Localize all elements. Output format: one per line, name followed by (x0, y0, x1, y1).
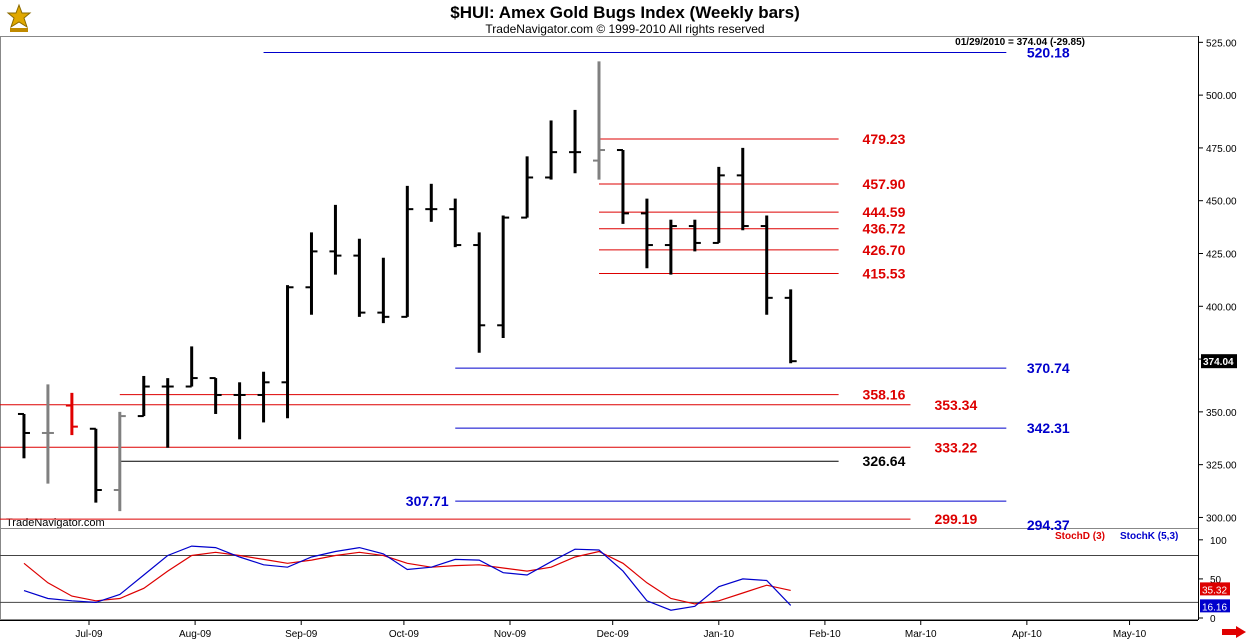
stoch-y-tick-label: 50 (1210, 575, 1222, 586)
x-tick-label: Jul-09 (75, 629, 103, 640)
level-label: 436.72 (863, 221, 906, 237)
stochastic-panel-frame (0, 528, 1199, 620)
x-tick-label: Mar-10 (905, 629, 937, 640)
level-label: 520.18 (1027, 45, 1070, 61)
level-label: 457.90 (863, 176, 906, 192)
level-label: 299.19 (934, 511, 977, 527)
stoch-d-legend: StochD (3) (1055, 531, 1105, 542)
x-tick-label: Feb-10 (809, 629, 841, 640)
level-label: 415.53 (863, 265, 906, 281)
level-label: 326.64 (863, 453, 906, 469)
stoch-k-last-label: 16.16 (1202, 602, 1227, 613)
copyright-subtitle: TradeNavigator.com © 1999-2010 All right… (485, 22, 765, 36)
price-y-tick-label: 425.00 (1206, 249, 1237, 260)
scroll-right-arrow-icon[interactable] (1222, 626, 1246, 638)
chart-title: $HUI: Amex Gold Bugs Index (Weekly bars) (450, 3, 800, 22)
stoch-k-legend: StochK (5,3) (1120, 531, 1179, 542)
price-readout: 01/29/2010 = 374.04 (-29.85) (955, 37, 1085, 48)
price-y-tick-label: 400.00 (1206, 302, 1237, 313)
x-tick-label: Jan-10 (704, 629, 735, 640)
price-y-tick-label: 325.00 (1206, 461, 1237, 472)
stoch-k-line (23, 545, 792, 611)
stoch-y-tick-label: 100 (1210, 536, 1227, 547)
level-label: 426.70 (863, 242, 906, 258)
stoch-d-last-label: 35.32 (1202, 585, 1227, 596)
level-label: 444.59 (863, 204, 906, 220)
stoch-k-last-box (1200, 599, 1230, 613)
level-label: 333.22 (934, 439, 977, 455)
level-label: 353.34 (934, 397, 977, 413)
level-label: 358.16 (863, 387, 906, 403)
level-label: 342.31 (1027, 420, 1070, 436)
x-tick-label: Nov-09 (494, 629, 527, 640)
price-y-tick-label: 475.00 (1206, 144, 1237, 155)
price-y-tick-label: 500.00 (1206, 91, 1237, 102)
x-tick-label: Oct-09 (389, 629, 419, 640)
price-y-tick-label: 300.00 (1206, 513, 1237, 524)
watermark: TradeNavigator.com (6, 517, 105, 529)
price-y-tick-label: 525.00 (1206, 38, 1237, 49)
stoch-d-last-box (1200, 582, 1230, 596)
x-tick-label: Apr-10 (1012, 629, 1042, 640)
level-label: 294.37 (1027, 517, 1070, 533)
level-label: 479.23 (863, 131, 906, 147)
price-y-tick-label: 350.00 (1206, 408, 1237, 419)
trade-navigator-logo-icon[interactable] (4, 2, 34, 34)
last-price-label: 374.04 (1203, 357, 1234, 368)
x-tick-label: Dec-09 (597, 629, 630, 640)
stoch-y-tick-label: 0 (1210, 614, 1216, 625)
x-tick-label: May-10 (1113, 629, 1147, 640)
x-tick-label: Aug-09 (179, 629, 212, 640)
price-y-tick-label: 450.00 (1206, 197, 1237, 208)
level-label: 307.71 (406, 493, 449, 509)
last-price-box (1201, 354, 1237, 369)
x-tick-label: Sep-09 (285, 629, 318, 640)
stoch-d-line (23, 550, 791, 605)
level-label: 370.74 (1027, 360, 1070, 376)
